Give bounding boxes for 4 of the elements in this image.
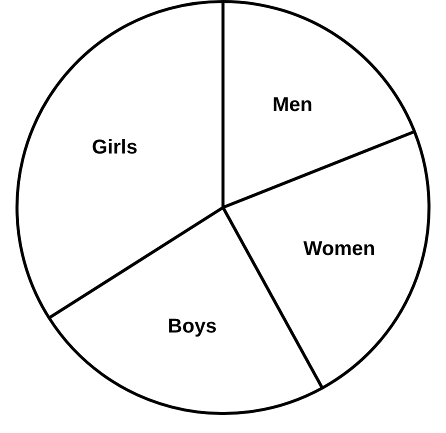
slice-label: Boys [168,316,217,338]
slice-label: Girls [92,136,138,158]
slice-label: Women [303,238,376,260]
slice-label: Men [272,94,312,116]
